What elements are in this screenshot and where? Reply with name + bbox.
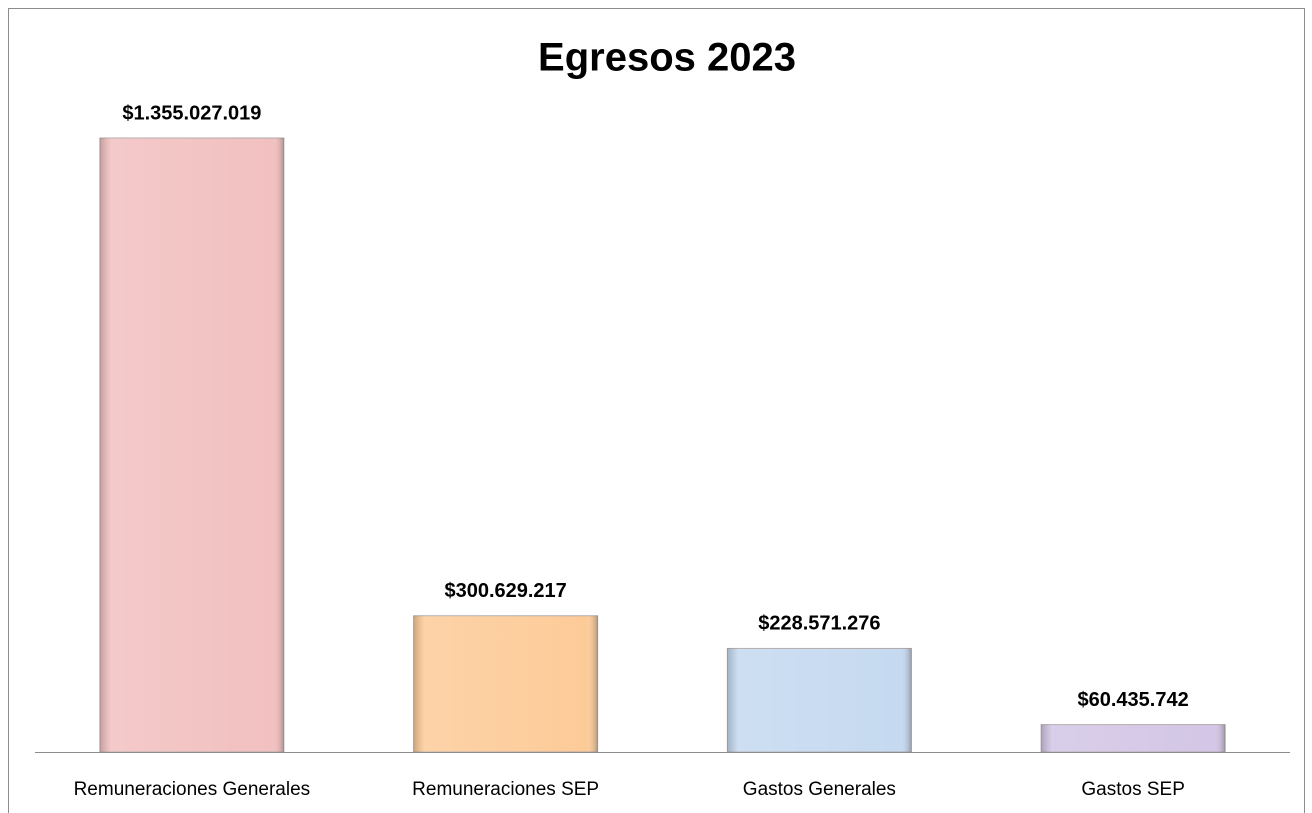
value-label: $228.571.276 xyxy=(758,613,880,635)
bar-shade xyxy=(727,648,912,752)
x-tick-label: Remuneraciones Generales xyxy=(74,779,311,800)
x-tick-label: Remuneraciones SEP xyxy=(412,779,599,800)
bar-shade xyxy=(1041,724,1226,752)
chart-title: Egresos 2023 xyxy=(538,36,796,80)
value-label: $60.435.742 xyxy=(1078,689,1189,711)
bar-shade xyxy=(99,138,284,752)
value-label: $1.355.027.019 xyxy=(122,102,261,124)
bar-shade xyxy=(413,615,598,752)
x-tick-label: Gastos SEP xyxy=(1081,779,1185,800)
value-label: $300.629.217 xyxy=(444,580,566,602)
x-tick-label: Gastos Generales xyxy=(743,779,896,800)
